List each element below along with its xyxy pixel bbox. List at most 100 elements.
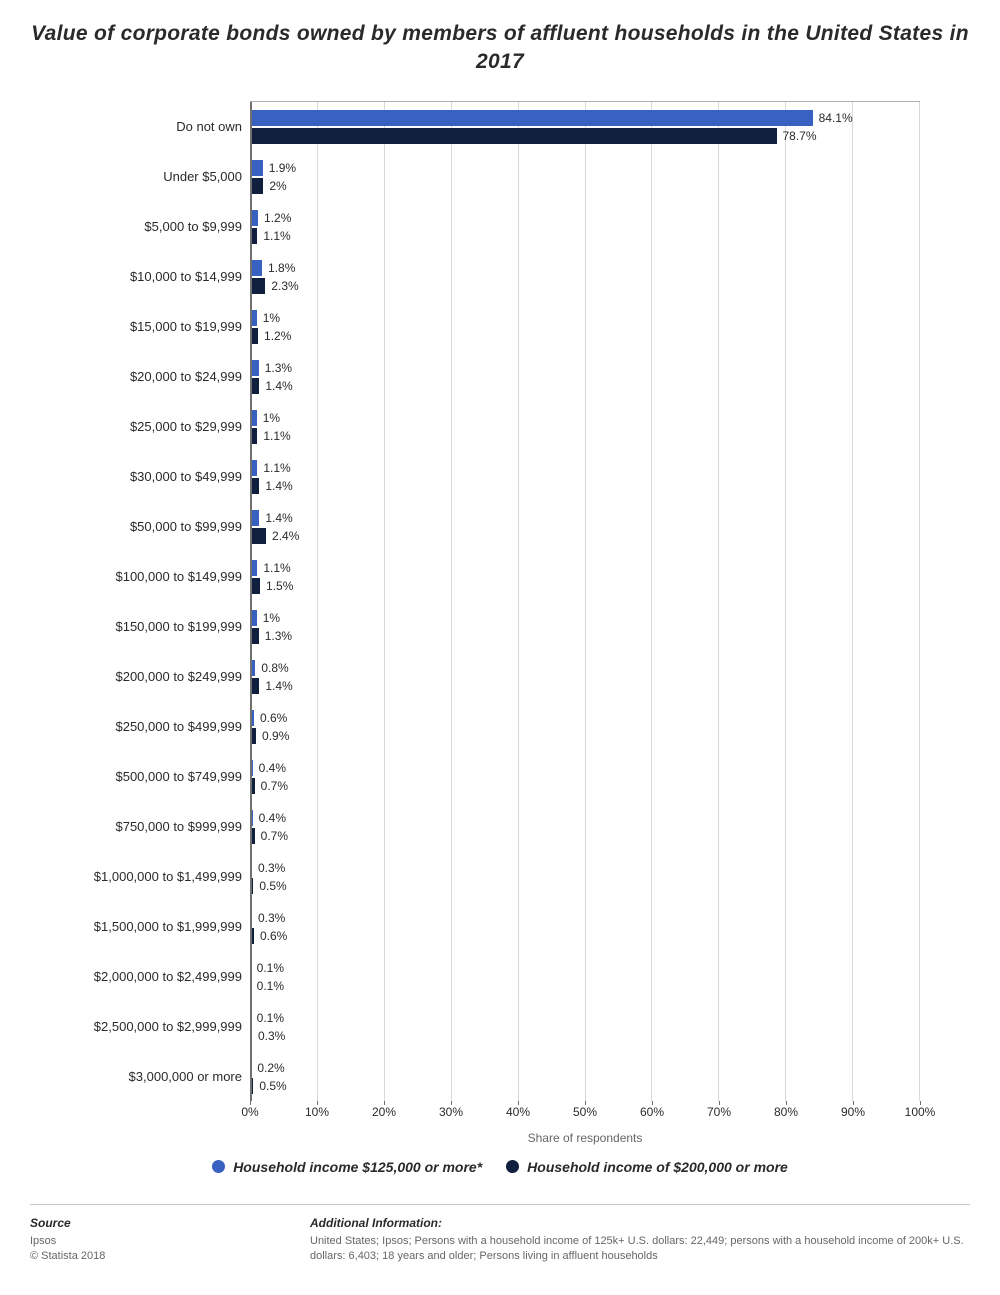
category-label: $750,000 to $999,999 xyxy=(30,820,250,834)
bar-value-label: 0.6% xyxy=(260,710,287,726)
chart-row: $5,000 to $9,9991.2%1.1% xyxy=(250,202,919,252)
category-label: Under $5,000 xyxy=(30,170,250,184)
bar-value-label: 0.3% xyxy=(258,1028,285,1044)
chart-row: $100,000 to $149,9991.1%1.5% xyxy=(250,552,919,602)
x-tick-label: 100% xyxy=(905,1105,936,1119)
chart-row: $250,000 to $499,9990.6%0.9% xyxy=(250,702,919,752)
source-line: Ipsos xyxy=(30,1234,270,1249)
plot-area: Do not own84.1%78.7%Under $5,0001.9%2%$5… xyxy=(250,101,920,1101)
chart-container: Value of corporate bonds owned by member… xyxy=(0,0,1000,1295)
bar-value-label: 0.3% xyxy=(258,910,285,926)
chart-row: Under $5,0001.9%2% xyxy=(250,152,919,202)
bar-value-label: 0.5% xyxy=(259,1078,286,1094)
bar-value-label: 1.4% xyxy=(265,378,292,394)
bar-value-label: 0.9% xyxy=(262,728,289,744)
category-label: $50,000 to $99,999 xyxy=(30,520,250,534)
category-label: $15,000 to $19,999 xyxy=(30,320,250,334)
gridline xyxy=(919,102,920,1101)
x-axis-title: Share of respondents xyxy=(250,1131,920,1145)
x-tick-label: 40% xyxy=(506,1105,530,1119)
x-tick-label: 30% xyxy=(439,1105,463,1119)
x-tick-label: 70% xyxy=(707,1105,731,1119)
chart-row: $1,000,000 to $1,499,9990.3%0.5% xyxy=(250,852,919,902)
legend-item: Household income $125,000 or more* xyxy=(212,1159,482,1175)
category-label: $100,000 to $149,999 xyxy=(30,570,250,584)
x-tick-label: 80% xyxy=(774,1105,798,1119)
bar-value-label: 2.3% xyxy=(271,278,298,294)
chart-row: $50,000 to $99,9991.4%2.4% xyxy=(250,502,919,552)
category-label: $5,000 to $9,999 xyxy=(30,220,250,234)
legend-item: Household income of $200,000 or more xyxy=(506,1159,788,1175)
bar-value-label: 0.3% xyxy=(258,860,285,876)
category-label: $1,500,000 to $1,999,999 xyxy=(30,920,250,934)
category-label: Do not own xyxy=(30,120,250,134)
bar-value-label: 1% xyxy=(263,610,280,626)
legend-label: Household income of $200,000 or more xyxy=(527,1159,788,1175)
x-tick-label: 50% xyxy=(573,1105,597,1119)
chart-row: $150,000 to $199,9991%1.3% xyxy=(250,602,919,652)
category-label: $3,000,000 or more xyxy=(30,1070,250,1084)
bar-value-label: 1.4% xyxy=(265,510,292,526)
footer-source: Source Ipsos © Statista 2018 xyxy=(30,1215,270,1265)
bar-value-label: 0.2% xyxy=(257,1060,284,1076)
bar-value-label: 1.1% xyxy=(263,560,290,576)
source-copyright: © Statista 2018 xyxy=(30,1249,270,1264)
legend: Household income $125,000 or more* Househ… xyxy=(30,1159,970,1177)
bar-value-label: 0.7% xyxy=(261,778,288,794)
bar-value-label: 1.2% xyxy=(264,328,291,344)
source-heading: Source xyxy=(30,1215,270,1232)
x-tick-label: 60% xyxy=(640,1105,664,1119)
x-tick-label: 90% xyxy=(841,1105,865,1119)
bar-value-label: 1% xyxy=(263,410,280,426)
bar-value-label: 1.4% xyxy=(265,478,292,494)
legend-swatch xyxy=(212,1160,225,1173)
chart-row: $200,000 to $249,9990.8%1.4% xyxy=(250,652,919,702)
category-label: $2,000,000 to $2,499,999 xyxy=(30,970,250,984)
category-label: $2,500,000 to $2,999,999 xyxy=(30,1020,250,1034)
bar-series-1 xyxy=(250,128,777,144)
info-heading: Additional Information: xyxy=(310,1215,970,1232)
legend-swatch xyxy=(506,1160,519,1173)
bar-value-label: 1.1% xyxy=(263,428,290,444)
legend-label: Household income $125,000 or more* xyxy=(233,1159,482,1175)
chart-row: $10,000 to $14,9991.8%2.3% xyxy=(250,252,919,302)
x-axis: 0%10%20%30%40%50%60%70%80%90%100% xyxy=(250,1101,920,1125)
bar-value-label: 78.7% xyxy=(783,128,817,144)
bar-value-label: 0.8% xyxy=(261,660,288,676)
bar-value-label: 1.5% xyxy=(266,578,293,594)
bar-value-label: 2% xyxy=(269,178,286,194)
category-label: $200,000 to $249,999 xyxy=(30,670,250,684)
x-tick-label: 0% xyxy=(241,1105,258,1119)
category-label: $1,000,000 to $1,499,999 xyxy=(30,870,250,884)
chart-row: $30,000 to $49,9991.1%1.4% xyxy=(250,452,919,502)
chart-row: $2,500,000 to $2,999,9990.1%0.3% xyxy=(250,1002,919,1052)
category-label: $250,000 to $499,999 xyxy=(30,720,250,734)
bar-value-label: 1.3% xyxy=(265,628,292,644)
chart-row: Do not own84.1%78.7% xyxy=(250,102,919,152)
category-label: $20,000 to $24,999 xyxy=(30,370,250,384)
bar-value-label: 1.8% xyxy=(268,260,295,276)
category-label: $500,000 to $749,999 xyxy=(30,770,250,784)
bar-value-label: 1.3% xyxy=(265,360,292,376)
bar-value-label: 1.9% xyxy=(269,160,296,176)
footer: Source Ipsos © Statista 2018 Additional … xyxy=(30,1204,970,1265)
chart-row: $1,500,000 to $1,999,9990.3%0.6% xyxy=(250,902,919,952)
bar-series-1 xyxy=(250,528,266,544)
bar-value-label: 1.2% xyxy=(264,210,291,226)
bar-value-label: 1% xyxy=(263,310,280,326)
bar-value-label: 0.4% xyxy=(259,760,286,776)
chart-row: $2,000,000 to $2,499,9990.1%0.1% xyxy=(250,952,919,1002)
bar-value-label: 0.7% xyxy=(261,828,288,844)
bar-value-label: 0.1% xyxy=(257,978,284,994)
bar-value-label: 0.4% xyxy=(259,810,286,826)
bar-value-label: 2.4% xyxy=(272,528,299,544)
bar-value-label: 1.4% xyxy=(265,678,292,694)
bar-series-1 xyxy=(250,178,263,194)
category-label: $150,000 to $199,999 xyxy=(30,620,250,634)
bar-value-label: 0.5% xyxy=(259,878,286,894)
bar-value-label: 0.1% xyxy=(257,960,284,976)
footer-info: Additional Information: United States; I… xyxy=(310,1215,970,1265)
chart-row: $750,000 to $999,9990.4%0.7% xyxy=(250,802,919,852)
chart-row: $20,000 to $24,9991.3%1.4% xyxy=(250,352,919,402)
chart-title: Value of corporate bonds owned by member… xyxy=(30,20,970,77)
